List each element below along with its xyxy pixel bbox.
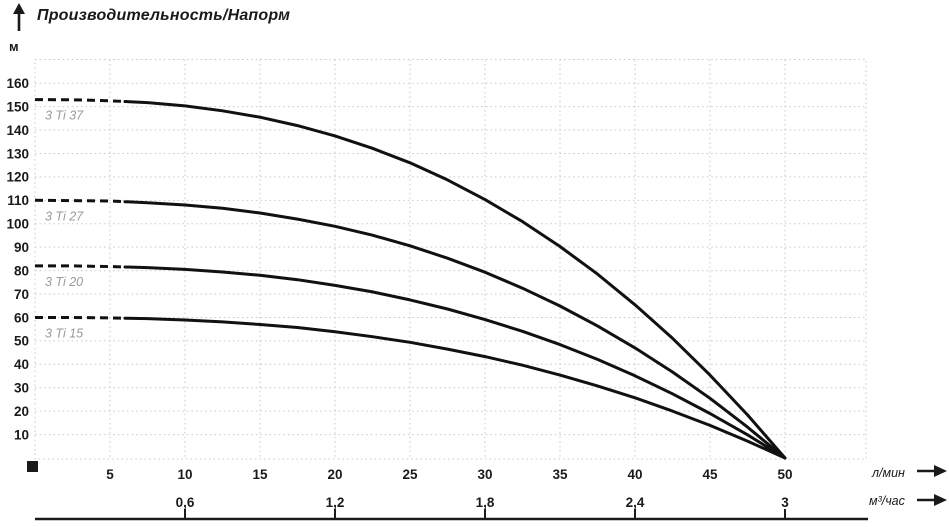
y-tick-label: 150 xyxy=(6,99,29,114)
curve-3-ti-15: 3 Ti 15 xyxy=(35,316,787,460)
y-tick-label: 130 xyxy=(6,146,29,161)
x-tick-label: 15 xyxy=(252,467,268,482)
y-tick-label: 40 xyxy=(14,357,29,372)
secondary-tick-label: 1,8 xyxy=(476,495,495,510)
series-label: 3 Ti 27 xyxy=(45,209,84,223)
x-tick-label: 50 xyxy=(777,467,792,482)
y-tick-label: 20 xyxy=(14,404,29,419)
secondary-tick-label: 1,2 xyxy=(326,495,345,510)
y-tick-label: 110 xyxy=(7,193,29,208)
curve-3-ti-37: 3 Ti 37 xyxy=(34,98,787,460)
plot-border xyxy=(34,59,867,460)
x-tick-label: 25 xyxy=(402,467,418,482)
y-axis-tick-labels: 10 20 30 40 50 60 70 80 90 100 110 120 130 140 150 160 xyxy=(6,76,29,442)
primary-unit-label: л/мин xyxy=(871,466,905,480)
curve-3-ti-20: 3 Ti 20 xyxy=(35,264,787,460)
primary-axis-right-arrow-icon xyxy=(917,465,947,477)
secondary-tick-label: 0,6 xyxy=(176,495,195,510)
chart-title: Производительность/Напорм xyxy=(37,7,291,24)
y-tick-label: 30 xyxy=(14,381,29,396)
series-label: 3 Ti 20 xyxy=(45,275,83,289)
curve-dashed-segment xyxy=(35,316,126,320)
curve-dashed-segment xyxy=(34,198,126,204)
y-tick-label: 50 xyxy=(14,334,29,349)
y-tick-label: 70 xyxy=(14,287,29,302)
secondary-axis-right-arrow-icon xyxy=(917,494,947,506)
x-tick-label: 5 xyxy=(106,467,114,482)
arrow-head xyxy=(934,494,947,506)
curve-solid-segment xyxy=(123,100,787,460)
curve-solid-segment xyxy=(123,316,787,460)
secondary-tick-label: 3 xyxy=(781,495,789,510)
y-tick-label: 140 xyxy=(6,123,29,138)
secondary-unit-label: м³/час xyxy=(869,494,906,508)
x-tick-label: 35 xyxy=(552,467,568,482)
y-tick-label: 120 xyxy=(6,170,29,185)
curve-dashed-segment xyxy=(35,264,126,269)
y-tick-label: 160 xyxy=(6,76,29,91)
grid-lines xyxy=(35,59,866,459)
y-axis-up-arrow-icon xyxy=(13,3,25,31)
series-label: 3 Ti 15 xyxy=(45,326,83,340)
y-axis-unit-label: м xyxy=(9,39,19,54)
curve-solid-segment xyxy=(123,200,787,460)
arrow-head xyxy=(934,465,947,477)
y-tick-label: 90 xyxy=(14,240,29,255)
x-tick-label: 20 xyxy=(327,467,342,482)
y-tick-label: 100 xyxy=(6,217,29,232)
axis-unit-labels: л/мин м³/час xyxy=(869,465,947,508)
y-tick-label: 60 xyxy=(14,310,29,325)
x-tick-label: 30 xyxy=(477,467,492,482)
origin-square-marker xyxy=(27,461,38,472)
y-tick-label: 80 xyxy=(14,263,29,278)
curve-3-ti-27: 3 Ti 27 xyxy=(34,198,787,460)
x-tick-label: 10 xyxy=(177,467,192,482)
secondary-tick-label: 2,4 xyxy=(626,495,645,510)
x-tick-label: 40 xyxy=(627,467,642,482)
x-axis-primary-tick-labels: 5 10 15 20 25 30 35 40 45 50 xyxy=(106,467,792,482)
curve-dashed-segment xyxy=(34,98,126,103)
y-tick-label: 10 xyxy=(14,427,29,442)
curve-solid-segment xyxy=(123,265,787,460)
series-label: 3 Ti 37 xyxy=(45,109,84,123)
x-axis-secondary: 0,6 1,2 1,8 2,4 3 xyxy=(35,495,868,521)
x-tick-label: 45 xyxy=(702,467,718,482)
